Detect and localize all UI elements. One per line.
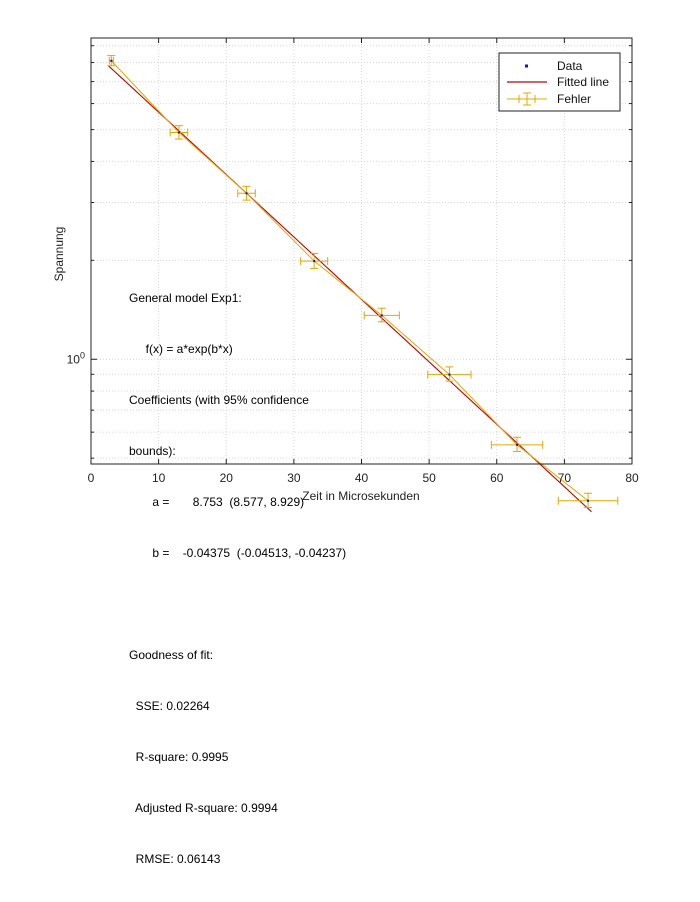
x-tick-label: 70	[558, 471, 572, 485]
chart-svg: 0 10 20 30 40 50 60 70 80 100 Data Fitted line Fehl…	[52, 37, 639, 513]
x-tick-label: 40	[355, 471, 369, 485]
annotation-line: b = -0.04375 (-0.04513, -0.04237)	[129, 546, 347, 560]
chart-area: 0 10 20 30 40 50 60 70 80 100 Data Fitted line Fehl…	[52, 37, 639, 866]
x-tick-label: 10	[152, 471, 166, 485]
x-tick-label: 30	[287, 471, 301, 485]
legend: Data Fitted line Fehler	[498, 52, 621, 112]
axis-layer: 0 10 20 30 40 50 60 70 80 100	[67, 37, 639, 485]
data-point	[448, 373, 451, 376]
data-point-layer	[110, 59, 590, 502]
legend-label: Fitted line	[557, 75, 609, 89]
annotation-line	[129, 596, 346, 613]
data-point	[380, 314, 383, 317]
data-point	[245, 192, 248, 195]
fitted-line	[108, 65, 592, 513]
data-point	[313, 260, 316, 263]
x-tick-label: 50	[422, 471, 436, 485]
data-point	[110, 59, 113, 62]
errorbar-connecting-line	[110, 60, 589, 502]
data-point	[587, 499, 590, 502]
legend-label: Data	[557, 59, 583, 73]
y-axis-label: Spannung	[52, 227, 66, 282]
fit-results-annotation: General model Exp1: f(x) = a*exp(b*x) Co…	[129, 256, 346, 902]
legend-marker-errorbar	[507, 92, 547, 106]
fit-layer	[108, 65, 592, 513]
annotation-line: a = 8.753 (8.577, 8.929)	[129, 495, 305, 509]
x-tick-label: 20	[220, 471, 234, 485]
annotation-line: Coefficients (with 95% confidence	[129, 393, 309, 407]
annotation-line: f(x) = a*exp(b*x)	[129, 342, 233, 356]
x-axis-label: Zeit in Microsekunden	[302, 489, 419, 503]
legend-label: Fehler	[557, 92, 591, 106]
data-point	[516, 443, 519, 446]
x-tick-label: 80	[625, 471, 639, 485]
x-tick-label: 60	[490, 471, 504, 485]
data-point	[177, 131, 180, 134]
annotation-line: Adjusted R-square: 0.9994	[129, 801, 278, 815]
annotation-line: SSE: 0.02264	[129, 699, 210, 713]
annotation-line: Goodness of fit:	[129, 648, 214, 662]
annotation-line: General model Exp1:	[129, 291, 242, 305]
legend-marker-data	[525, 64, 528, 68]
x-tick-label: 0	[88, 471, 95, 485]
y-tick-label: 100	[67, 350, 85, 366]
annotation-line: RMSE: 0.06143	[129, 852, 221, 866]
annotation-line: R-square: 0.9995	[129, 750, 229, 764]
annotation-line: bounds):	[129, 444, 176, 458]
